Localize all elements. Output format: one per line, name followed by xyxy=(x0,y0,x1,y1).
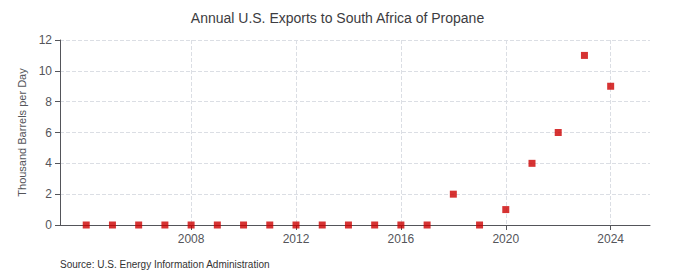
svg-text:2016: 2016 xyxy=(388,232,415,246)
svg-text:Thousand Barrels per Day: Thousand Barrels per Day xyxy=(16,68,28,197)
svg-text:8: 8 xyxy=(45,95,52,109)
svg-text:Annual U.S. Exports to South A: Annual U.S. Exports to South Africa of P… xyxy=(191,10,485,26)
svg-text:Source: U.S. Energy Informatio: Source: U.S. Energy Information Administ… xyxy=(60,259,270,270)
svg-text:12: 12 xyxy=(39,33,53,47)
svg-text:2008: 2008 xyxy=(178,232,205,246)
svg-text:2012: 2012 xyxy=(283,232,310,246)
svg-text:2024: 2024 xyxy=(597,232,624,246)
svg-text:2020: 2020 xyxy=(492,232,519,246)
svg-text:0: 0 xyxy=(45,218,52,232)
svg-text:2: 2 xyxy=(45,187,52,201)
svg-text:6: 6 xyxy=(45,126,52,140)
svg-text:10: 10 xyxy=(39,64,53,78)
svg-text:4: 4 xyxy=(45,156,52,170)
